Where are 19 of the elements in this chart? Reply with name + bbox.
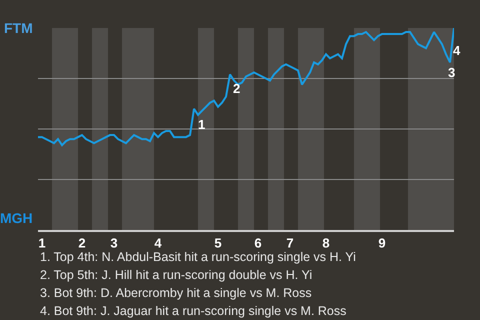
text: 4. Bot 9th: J. Jaguar hit a run-scoring single vs M. Ross <box>40 304 346 318</box>
text: MGH <box>0 210 33 226</box>
x-tick-label: 2 <box>78 235 86 250</box>
x-tick-label: 5 <box>214 235 222 250</box>
x-tick-label: 1 <box>38 235 46 250</box>
x-tick-label: 8 <box>322 235 330 250</box>
x-tick-label: 3 <box>110 235 118 250</box>
x-tick-label: 9 <box>378 235 386 250</box>
text: 1. Top 4th: N. Abdul-Basit hit a run-scoring single vs H. Yi <box>40 250 356 264</box>
x-tick-label: 4 <box>154 235 162 250</box>
annotation: 4 <box>453 43 461 58</box>
annotation: 3 <box>448 65 456 80</box>
text: 2. Top 5th: J. Hill hit a run-scoring double vs H. Yi <box>40 268 312 282</box>
x-tick-label: 6 <box>254 235 262 250</box>
x-tick-label: 7 <box>286 235 294 250</box>
text: 3. Bot 9th: D. Abercromby hit a single vs M. Ross <box>40 286 312 300</box>
annotation: 2 <box>233 81 240 96</box>
annotation: 1 <box>198 117 206 132</box>
text: FTM <box>4 20 33 36</box>
